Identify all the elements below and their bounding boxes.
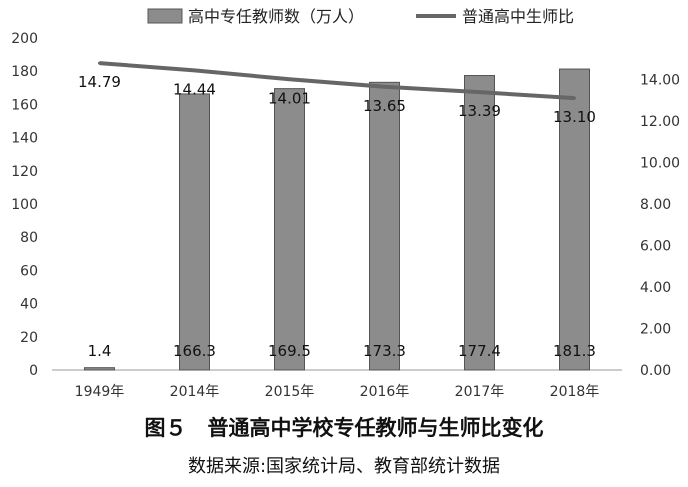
x-tick-label: 1949年: [75, 384, 125, 400]
bar-data-label: 177.4: [458, 342, 501, 360]
left-tick-label: 160: [11, 97, 38, 113]
left-tick-label: 200: [11, 31, 38, 47]
right-tick-label: 12.00: [640, 114, 680, 130]
right-tick-label: 10.00: [640, 156, 680, 172]
bar-data-label: 1.4: [88, 342, 112, 360]
line-point: [288, 77, 291, 81]
chart: 高中专任教师数（万人） 普通高中生师比 0 20 40 60 80 100 120 140 160…: [11, 7, 680, 400]
bar: [464, 75, 495, 371]
bar-data-label: 181.3: [553, 342, 596, 360]
legend-line-label: 普通高中生师比: [462, 7, 574, 26]
left-tick-label: 20: [20, 330, 38, 346]
line-series: [98, 61, 576, 101]
line-data-label: 13.10: [553, 108, 596, 126]
left-tick-label: 60: [20, 263, 38, 279]
line-data-label: 13.39: [458, 102, 501, 120]
line-data-label: 14.79: [78, 73, 121, 91]
left-tick-label: 0: [29, 363, 38, 379]
figure-source: 数据来源:国家统计局、教育部统计数据: [187, 456, 501, 477]
line-point: [193, 68, 196, 72]
x-axis: 1949年 2014年 2015年 2016年 2017年 2018年: [75, 384, 600, 400]
bar: [179, 93, 210, 371]
bar: [369, 81, 400, 371]
left-tick-label: 80: [20, 230, 38, 246]
right-tick-label: 6.00: [640, 239, 671, 255]
bar-series: [84, 68, 590, 371]
left-tick-label: 100: [11, 197, 38, 213]
bar-data-labels: 1.4 166.3 169.5 173.3 177.4 181.3: [88, 342, 596, 360]
bar: [559, 68, 590, 371]
legend: 高中专任教师数（万人） 普通高中生师比: [147, 7, 574, 26]
legend-bar-swatch: [147, 8, 183, 24]
left-tick-label: 180: [11, 64, 38, 80]
line-point: [478, 90, 481, 94]
right-tick-label: 2.00: [640, 322, 671, 338]
bar-data-label: 173.3: [363, 342, 406, 360]
x-tick-label: 2017年: [455, 384, 505, 400]
left-axis: 0 20 40 60 80 100 120 140 160 180 200: [11, 31, 38, 379]
line-data-labels: 14.79 14.44 14.01 13.65 13.39 13.10: [78, 73, 596, 126]
line-data-label: 14.44: [173, 80, 216, 98]
line-point: [573, 96, 576, 100]
bar: [274, 88, 305, 371]
x-tick-label: 2015年: [265, 384, 315, 400]
bar: [84, 367, 115, 371]
right-tick-label: 4.00: [640, 280, 671, 296]
line-data-label: 14.01: [268, 89, 311, 107]
line-path: [99, 61, 575, 101]
line-data-label: 13.65: [363, 97, 406, 115]
right-axis: 0.00 2.00 4.00 6.00 8.00 10.00 12.00 14.00: [640, 73, 680, 380]
left-tick-label: 40: [20, 297, 38, 313]
left-tick-label: 120: [11, 164, 38, 180]
bar-data-label: 166.3: [173, 342, 216, 360]
line-point: [383, 85, 386, 89]
right-tick-label: 0.00: [640, 363, 671, 379]
x-tick-label: 2018年: [550, 384, 600, 400]
right-tick-label: 14.00: [640, 73, 680, 89]
right-tick-label: 8.00: [640, 197, 671, 213]
line-point: [98, 61, 101, 65]
legend-bar-label: 高中专任教师数（万人）: [188, 7, 364, 26]
bar-data-label: 169.5: [268, 342, 311, 360]
left-tick-label: 140: [11, 131, 38, 147]
figure-title: 图５ 普通高中学校专任教师与生师比变化: [144, 416, 544, 440]
x-tick-label: 2016年: [360, 384, 410, 400]
x-tick-label: 2014年: [170, 384, 220, 400]
